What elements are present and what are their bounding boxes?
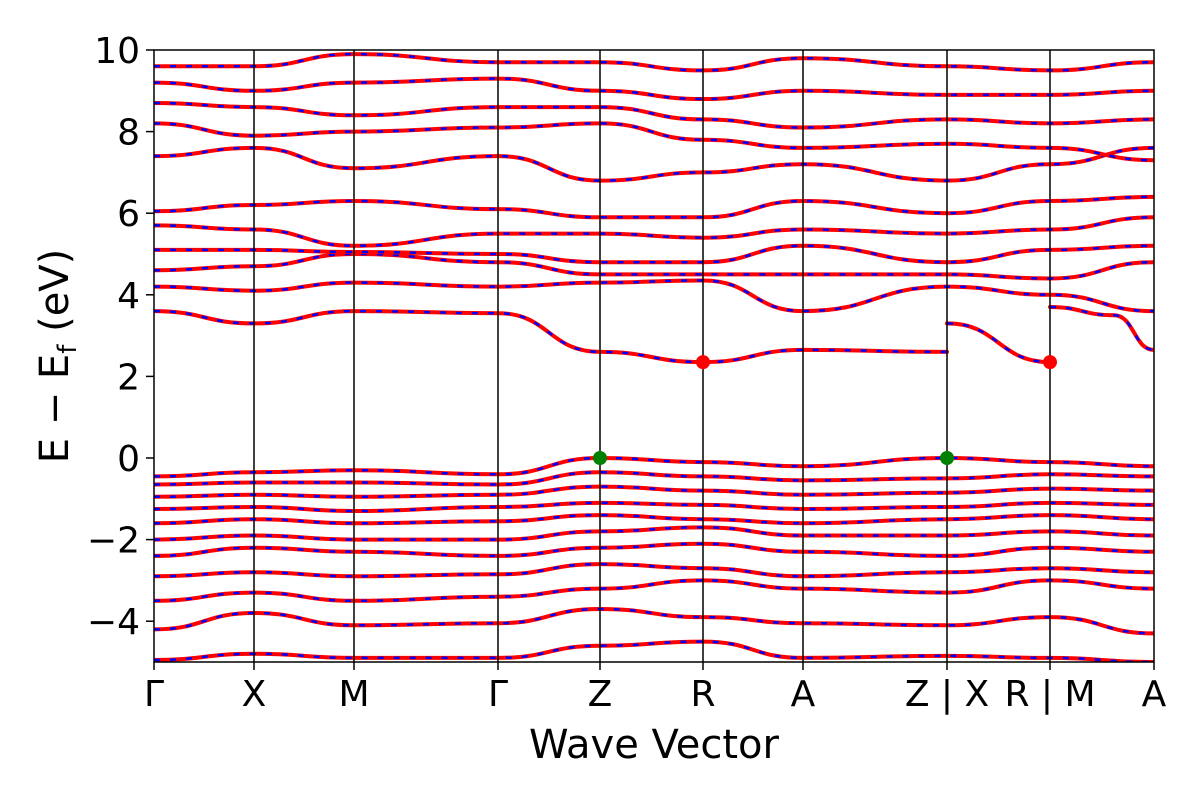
band-line-dashed-11 [154, 456, 1154, 478]
x-tick-label-3: M [338, 674, 369, 715]
x-tick-label-7: A [791, 674, 816, 715]
y-axis-label-main: E − E [32, 354, 78, 464]
band-line-dashed-21 [154, 122, 1154, 162]
band-line-dashed-22 [154, 101, 1154, 129]
y-axis-label-subscript: f [53, 344, 83, 354]
kpoint-dividers [253, 50, 1051, 662]
band-line-dashed-18 [154, 216, 1154, 248]
x-axis-label: Wave Vector [529, 722, 780, 768]
band-line-dashed-5 [154, 542, 1154, 558]
y-axis-ticks: −4 −2 0 2 4 6 8 10 [87, 31, 154, 643]
y-axis-label: E − Ef (eV) [32, 249, 83, 464]
band-line-dashed-8 [154, 501, 1154, 513]
band-line-20 [154, 145, 1154, 183]
x-tick-label-2: X [242, 674, 267, 715]
x-axis-ticks: Γ X M Γ Z R A Z | X R | M A [144, 662, 1167, 715]
x-tick-label-10: A [1142, 674, 1167, 715]
band-line-dashed-15 [154, 279, 1154, 313]
band-line-19 [154, 194, 1154, 220]
cbm-marker-3 [696, 355, 710, 370]
y-tick-label-4: 2 [117, 357, 140, 398]
band-line-12 [154, 309, 949, 365]
band-line-13 [945, 321, 1052, 365]
plot-frame [153, 49, 1155, 663]
band-line-14 [1048, 305, 1154, 352]
y-tick-label-7: 8 [117, 113, 140, 154]
vbm-marker-1 [593, 451, 607, 465]
band-line-dashed-12 [154, 309, 948, 364]
band-line-dashed-6 [154, 526, 1154, 541]
x-tick-label-6: R [690, 674, 715, 715]
band-line-dashed-20 [154, 146, 1154, 182]
band-line-dashed-3 [154, 579, 1154, 603]
vbm-marker-2 [940, 451, 954, 465]
y-tick-label-3: 0 [117, 439, 140, 480]
x-tick-label-1: Γ [144, 674, 164, 715]
x-tick-label-5: Z [588, 674, 613, 715]
y-tick-label-1: −4 [87, 602, 140, 643]
band-line-10 [154, 470, 1154, 487]
band-line-16 [154, 251, 1154, 281]
band-edge-markers [593, 355, 1057, 465]
band-line-21 [154, 121, 1154, 163]
y-tick-label-5: 4 [117, 276, 140, 317]
band-line-15 [154, 278, 1154, 314]
cbm-marker-4 [1043, 355, 1057, 370]
band-line-dashed-13 [946, 322, 1051, 364]
y-tick-label-2: −2 [87, 521, 140, 562]
band-line-dashed-19 [154, 195, 1154, 219]
band-line-dashed-24 [154, 52, 1154, 72]
band-line-dashed-4 [154, 562, 1154, 578]
band-line-2 [154, 606, 1154, 636]
band-line-dashed-9 [154, 485, 1154, 499]
band-line-dashed-23 [154, 77, 1154, 101]
x-tick-label-8: Z | X [905, 674, 989, 715]
y-axis-label-unit: (eV) [32, 249, 78, 345]
x-tick-label-9: R | M [1004, 674, 1095, 715]
band-line-dashed-14 [1049, 305, 1154, 352]
band-line-1 [154, 639, 1154, 662]
x-tick-label-4: Γ [488, 674, 508, 715]
band-line-dashed-7 [154, 513, 1154, 525]
y-tick-label-6: 6 [117, 194, 140, 235]
y-tick-label-8: 10 [94, 31, 140, 72]
band-line-22 [154, 101, 1154, 130]
band-line-dashed-17 [154, 244, 1154, 264]
band-lines [154, 52, 1154, 662]
